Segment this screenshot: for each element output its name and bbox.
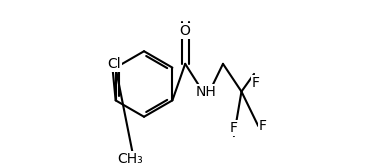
Text: F: F [230,121,238,135]
Text: F: F [252,76,260,90]
Text: CH₃: CH₃ [118,152,143,166]
Text: O: O [180,24,190,38]
Text: NH: NH [196,85,217,99]
Text: F: F [258,119,266,133]
Text: Cl: Cl [107,57,121,71]
